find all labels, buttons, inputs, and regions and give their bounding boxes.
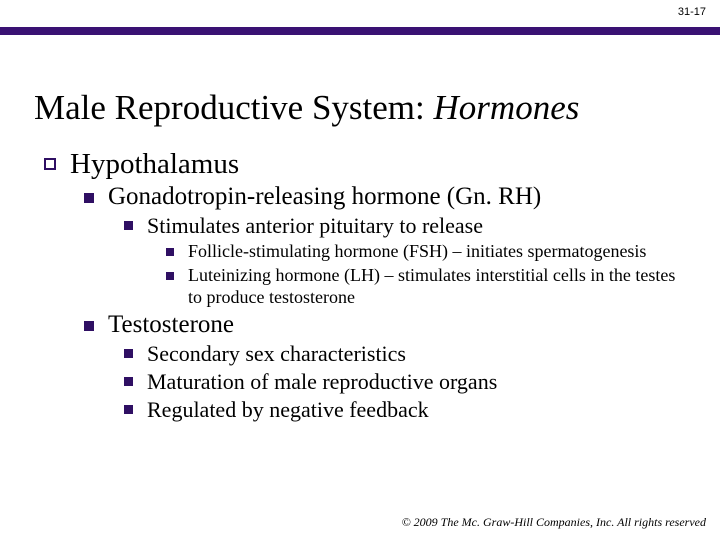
outline-level-3: Stimulates anterior pituitary to release… bbox=[124, 213, 684, 309]
square-filled-bullet-icon bbox=[166, 272, 174, 280]
item-text: Luteinizing hormone (LH) – stimulates in… bbox=[188, 265, 684, 309]
square-open-bullet-icon bbox=[44, 158, 56, 170]
item-text: Maturation of male reproductive organs bbox=[147, 369, 497, 395]
list-item: Stimulates anterior pituitary to release… bbox=[124, 213, 684, 309]
square-filled-bullet-icon bbox=[84, 321, 94, 331]
item-text: Stimulates anterior pituitary to release bbox=[147, 213, 483, 239]
square-open-bullet-icon bbox=[124, 349, 133, 358]
accent-bar bbox=[0, 27, 720, 35]
list-item: Regulated by negative feedback bbox=[124, 397, 684, 423]
list-item: Hypothalamus Gonadotropin-releasing horm… bbox=[44, 148, 684, 423]
page-number: 31-17 bbox=[678, 6, 706, 18]
list-item: Maturation of male reproductive organs bbox=[124, 369, 684, 395]
outline-level-4: Follicle-stimulating hormone (FSH) – ini… bbox=[166, 241, 684, 309]
copyright-text: © 2009 The Mc. Graw-Hill Companies, Inc.… bbox=[402, 515, 706, 530]
list-item: Luteinizing hormone (LH) – stimulates in… bbox=[166, 265, 684, 309]
outline-level-3: Secondary sex characteristics Maturation… bbox=[124, 341, 684, 423]
slide-title: Male Reproductive System: Hormones bbox=[34, 88, 579, 128]
list-item: Secondary sex characteristics bbox=[124, 341, 684, 367]
item-text: Regulated by negative feedback bbox=[147, 397, 429, 423]
list-item: Gonadotropin-releasing hormone (Gn. RH) … bbox=[84, 183, 684, 309]
square-filled-bullet-icon bbox=[166, 248, 174, 256]
item-text: Gonadotropin-releasing hormone (Gn. RH) bbox=[108, 183, 541, 211]
content-area: Hypothalamus Gonadotropin-releasing horm… bbox=[44, 148, 684, 425]
item-text: Testosterone bbox=[108, 311, 234, 339]
square-filled-bullet-icon bbox=[84, 193, 94, 203]
square-open-bullet-icon bbox=[124, 377, 133, 386]
item-text: Follicle-stimulating hormone (FSH) – ini… bbox=[188, 241, 684, 263]
list-item: Testosterone Secondary sex characteristi… bbox=[84, 311, 684, 423]
square-open-bullet-icon bbox=[124, 405, 133, 414]
list-item: Follicle-stimulating hormone (FSH) – ini… bbox=[166, 241, 684, 263]
item-text: Hypothalamus bbox=[70, 148, 239, 181]
outline-level-1: Hypothalamus Gonadotropin-releasing horm… bbox=[44, 148, 684, 423]
slide: 31-17 Male Reproductive System: Hormones… bbox=[0, 0, 720, 540]
title-text: Male Reproductive System: bbox=[34, 88, 434, 127]
title-italic: Hormones bbox=[434, 88, 580, 127]
outline-level-2: Gonadotropin-releasing hormone (Gn. RH) … bbox=[84, 183, 684, 423]
square-open-bullet-icon bbox=[124, 221, 133, 230]
item-text: Secondary sex characteristics bbox=[147, 341, 406, 367]
